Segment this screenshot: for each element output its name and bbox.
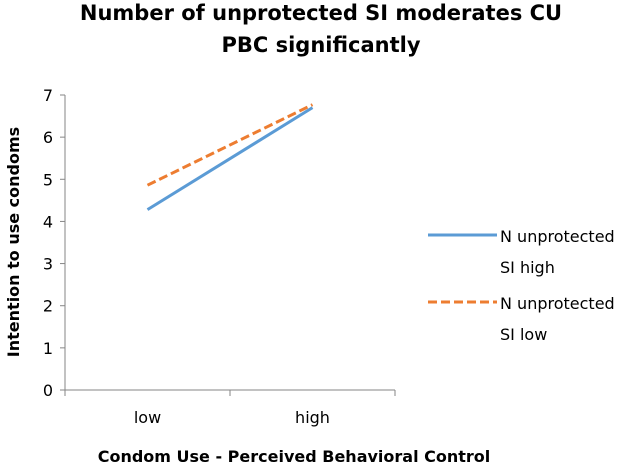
y-tick-label: 4 [43,212,53,231]
y-tick-label: 5 [43,170,53,189]
legend-label-2: N unprotected [500,294,615,313]
y-tick-label: 0 [43,381,53,400]
y-tick-label: 6 [43,128,53,147]
legend: N unprotected SI high N unprotected SI low [428,227,615,344]
legend-label-1: N unprotected [500,227,615,246]
y-tick-label: 7 [43,86,53,105]
y-tick-label: 1 [43,339,53,358]
chart-title-line-1: Number of unprotected SI moderates CU [80,1,562,25]
series-line-1 [146,106,314,211]
x-axis-title: Condom Use - Perceived Behavioral Contro… [98,447,491,466]
x-tick-label: low [134,408,161,427]
x-tick-label: high [295,408,330,427]
legend-label-2: SI low [500,325,547,344]
legend-label-1: SI high [500,258,555,277]
y-tick-label: 2 [43,297,53,316]
plot-series [146,103,314,211]
x-tick-labels: low high [134,408,330,427]
y-tick-labels: 0 1 2 3 4 5 6 7 [43,86,53,400]
series-line-2 [146,103,314,187]
axes [60,94,396,396]
chart-title-line-2: PBC significantly [221,33,420,57]
y-axis-title: Intention to use condoms [4,127,23,357]
y-tick-label: 3 [43,255,53,274]
